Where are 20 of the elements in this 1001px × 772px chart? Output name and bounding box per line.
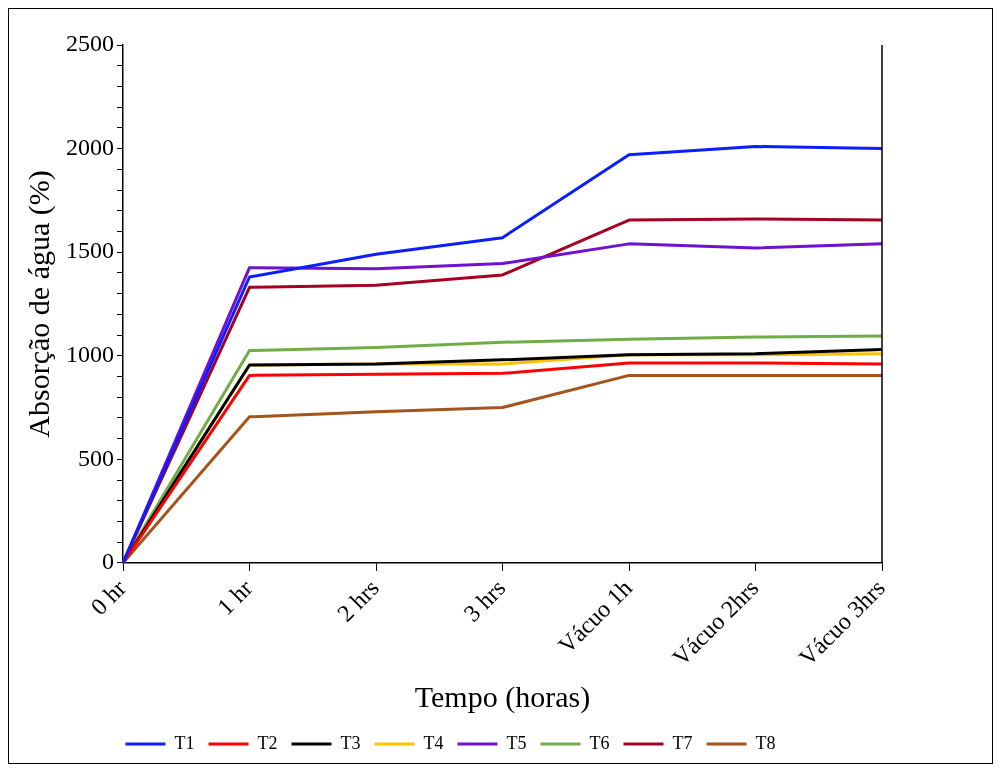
y-tick-label: 1000: [66, 341, 114, 368]
x-tick-label: 1 hr: [212, 574, 258, 620]
y-axis-title: Absorção de água (%): [21, 170, 56, 438]
legend-label: T7: [672, 732, 693, 753]
y-tick-label: 1500: [66, 237, 114, 264]
legend-label: T3: [340, 732, 361, 753]
y-tick-label: 500: [78, 444, 114, 471]
x-tick-label: 2 hrs: [332, 574, 384, 627]
legend-label: T8: [755, 732, 776, 753]
y-tick-label: 2000: [66, 133, 114, 160]
y-tick-label: 0: [102, 548, 114, 575]
legend-label: T4: [423, 732, 444, 753]
x-tick-label: 0 hr: [85, 574, 131, 620]
x-axis-title: Tempo (horas): [414, 679, 591, 714]
y-tick-label: 2500: [66, 30, 114, 57]
legend-label: T1: [174, 732, 195, 753]
legend-label: T6: [589, 732, 610, 753]
x-tick-label: 3 hrs: [458, 574, 511, 627]
legend-label: T2: [257, 732, 278, 753]
legend-label: T5: [506, 732, 527, 753]
